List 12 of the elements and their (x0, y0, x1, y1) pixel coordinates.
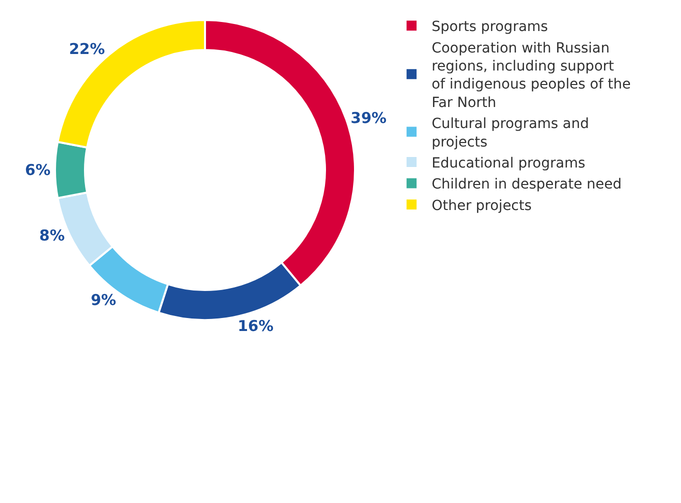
data-label: 8% (39, 226, 65, 244)
data-label: 6% (25, 161, 50, 179)
data-label: 39% (350, 109, 387, 128)
legend-label: Educational programs (432, 156, 586, 172)
legend-label: Cultural programs and projects (432, 116, 589, 150)
legend-label: Other projects (432, 198, 532, 214)
legend-label: Children in desperate need (432, 176, 622, 193)
data-label: 22% (68, 40, 105, 58)
data-label: 16% (238, 317, 274, 336)
legend-label: Cooperation with Russian regions, including support of indigenous peoples of the Far North (432, 40, 631, 111)
legend-label: Sports programs (432, 19, 548, 36)
data-label: 9% (90, 291, 116, 310)
